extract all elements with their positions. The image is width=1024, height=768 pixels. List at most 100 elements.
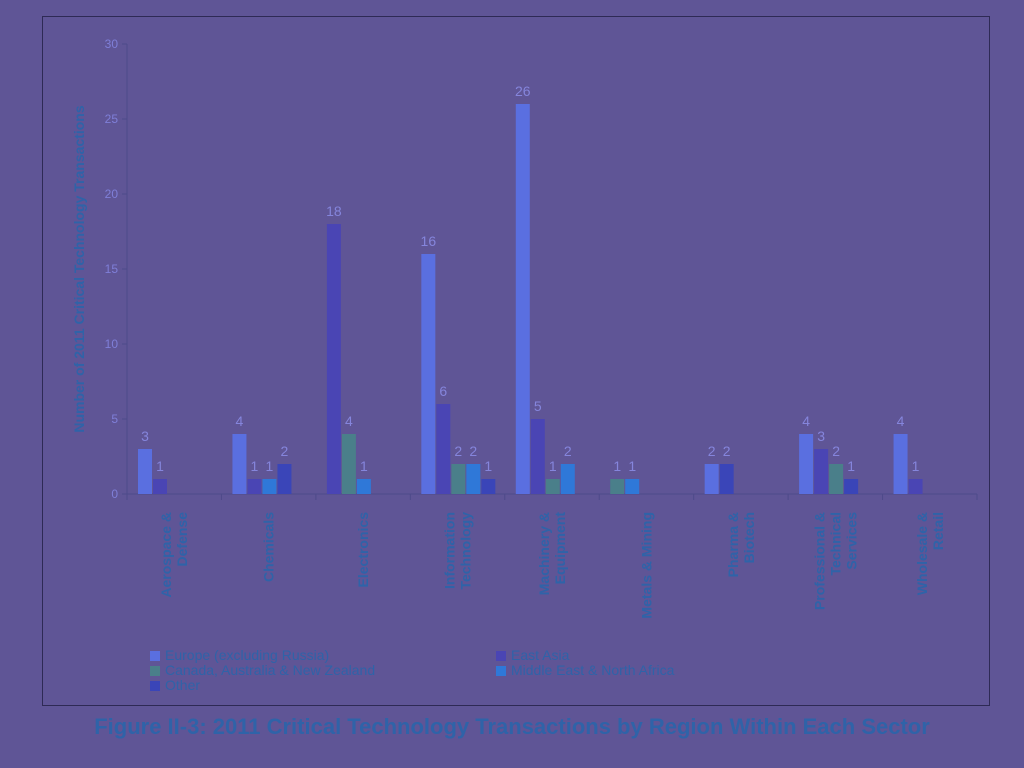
chart-frame — [42, 16, 990, 706]
x-category-label-line: Services — [843, 512, 859, 570]
bar — [421, 254, 436, 494]
x-category-label: Wholesale & Retail — [914, 512, 946, 595]
x-category-label: Chemicals — [261, 512, 277, 582]
bar — [908, 479, 923, 494]
y-tick-label: 5 — [111, 412, 118, 426]
bar-value-label: 4 — [345, 413, 353, 429]
bar — [625, 479, 640, 494]
bar-value-label: 1 — [912, 458, 920, 474]
x-category-label-line: Information — [442, 512, 458, 589]
x-category-label: Aerospace & Defense — [158, 512, 190, 598]
bar — [719, 464, 734, 494]
bar-value-label: 3 — [141, 428, 149, 444]
bar-value-label: 26 — [515, 83, 531, 99]
legend-label: Other — [165, 677, 200, 693]
bar — [515, 104, 530, 494]
bar-value-label: 1 — [156, 458, 164, 474]
bar — [153, 479, 167, 494]
bar — [814, 449, 829, 494]
y-tick-label: 30 — [105, 37, 119, 51]
bar-value-label: 2 — [723, 443, 731, 459]
bar — [844, 479, 859, 494]
legend-label: East Asia — [511, 647, 570, 663]
legend-label: Middle East & North Africa — [511, 662, 675, 678]
bar-value-label: 5 — [534, 398, 542, 414]
legend-swatch — [496, 651, 506, 661]
bar-value-label: 6 — [439, 383, 447, 399]
bar-value-label: 4 — [802, 413, 810, 429]
bar-value-label: 2 — [454, 443, 462, 459]
legend-swatch — [496, 666, 506, 676]
x-category-label: Information Technology — [442, 512, 474, 590]
bar — [262, 479, 277, 494]
bar-value-label: 1 — [628, 458, 636, 474]
x-category-label-line: Professional & — [811, 512, 827, 610]
bar-value-label: 16 — [421, 233, 437, 249]
bar — [138, 449, 152, 494]
x-category-label-line: Aerospace & — [158, 512, 174, 598]
bar — [704, 464, 719, 494]
x-category-label-line: Electronics — [355, 512, 371, 588]
y-tick-label: 0 — [111, 487, 118, 501]
bar-value-label: 1 — [251, 458, 259, 474]
bar-value-label: 18 — [326, 203, 342, 219]
bar — [247, 479, 262, 494]
x-category-label-line: Metals & Mining — [638, 512, 654, 619]
x-category-label-line: Retail — [930, 512, 946, 550]
x-category-label-line: Wholesale & — [914, 512, 930, 595]
bar-value-label: 3 — [817, 428, 825, 444]
bar-value-label: 1 — [847, 458, 855, 474]
x-category-label: Electronics — [355, 512, 371, 588]
bar — [893, 434, 908, 494]
bar — [560, 464, 575, 494]
y-tick-label: 15 — [105, 262, 119, 276]
bar-value-label: 1 — [549, 458, 557, 474]
x-category-label-line: Technology — [458, 512, 474, 590]
bar — [232, 434, 247, 494]
y-tick-label: 10 — [105, 337, 119, 351]
bar-value-label: 2 — [469, 443, 477, 459]
bar-value-label: 4 — [897, 413, 905, 429]
x-category-label: Machinery & Equipment — [536, 512, 568, 596]
legend-label: Europe (excluding Russia) — [165, 647, 329, 663]
y-tick-label: 20 — [105, 187, 119, 201]
bar — [356, 479, 371, 494]
bar — [341, 434, 356, 494]
bar-value-label: 1 — [360, 458, 368, 474]
bar — [530, 419, 545, 494]
figure-title: Figure II-3: 2011 Critical Technology Tr… — [94, 714, 930, 739]
bar — [451, 464, 466, 494]
bar-value-label: 2 — [708, 443, 716, 459]
bar — [829, 464, 844, 494]
x-category-label-line: Biotech — [741, 512, 757, 563]
bar-value-label: 2 — [832, 443, 840, 459]
x-category-label-line: Machinery & — [536, 512, 552, 595]
legend-swatch — [150, 681, 160, 691]
bar — [436, 404, 451, 494]
bar-value-label: 1 — [484, 458, 492, 474]
bar — [277, 464, 292, 494]
bar-value-label: 4 — [236, 413, 244, 429]
bar-value-label: 1 — [266, 458, 274, 474]
bar — [466, 464, 481, 494]
bar — [799, 434, 814, 494]
x-category-label-line: Chemicals — [261, 512, 277, 582]
x-category-label-line: Defense — [174, 512, 190, 567]
x-category-label-line: Technical — [827, 512, 843, 576]
x-category-label: Pharma & Biotech — [725, 512, 757, 577]
bar-value-label: 2 — [564, 443, 572, 459]
bar — [481, 479, 496, 494]
legend-swatch — [150, 651, 160, 661]
y-axis-label: Number of 2011 Critical Technology Trans… — [71, 105, 87, 432]
x-category-label-line: Equipment — [552, 512, 568, 585]
bar-value-label: 2 — [281, 443, 289, 459]
bar — [545, 479, 560, 494]
legend-swatch — [150, 666, 160, 676]
bar — [326, 224, 341, 494]
legend-label: Canada, Australia & New Zealand — [165, 662, 375, 678]
bar — [610, 479, 625, 494]
x-category-label-line: Pharma & — [725, 512, 741, 577]
x-category-label: Professional & Technical Services — [811, 512, 859, 610]
y-tick-label: 25 — [105, 112, 119, 126]
